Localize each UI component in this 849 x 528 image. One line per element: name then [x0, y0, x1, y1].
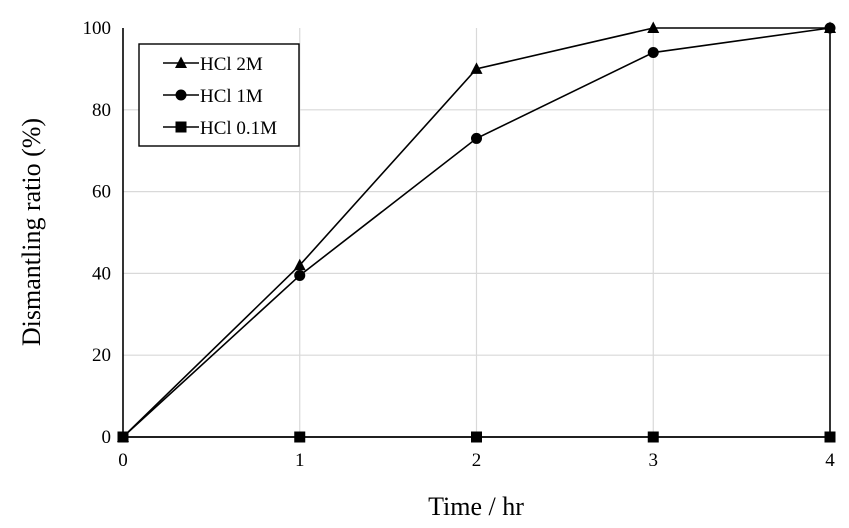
y-tick-label: 0: [102, 427, 112, 448]
data-point-triangle: [293, 258, 306, 271]
legend-item: HCl 1M: [163, 86, 263, 107]
legend-marker-triangle: [175, 56, 187, 68]
data-point-circle: [647, 47, 659, 59]
data-point-triangle: [647, 21, 660, 33]
legend-label: HCl 1M: [200, 86, 263, 107]
x-tick-label: 3: [649, 450, 659, 471]
y-axis-title: Dismantling ratio (%): [17, 118, 46, 346]
axes: [122, 28, 831, 438]
y-tick-label: 60: [92, 182, 111, 203]
legend-item: HCl 0.1M: [163, 118, 277, 139]
legend-label: HCl 0.1M: [200, 118, 277, 139]
x-tick-label: 1: [295, 450, 305, 471]
data-point-triangle: [824, 21, 836, 33]
x-tick-label: 0: [118, 450, 128, 471]
legend-label: HCl 2M: [200, 54, 263, 75]
x-axis-title: Time / hr: [428, 492, 524, 521]
data-point-circle: [294, 269, 306, 281]
plot-area: [117, 21, 836, 443]
data-point-triangle: [470, 62, 483, 74]
x-tick-label: 2: [472, 450, 482, 471]
y-tick-label: 40: [92, 263, 111, 284]
x-tick-label: 4: [825, 450, 835, 471]
tick-labels: 0 20 40 60 80 100 0 1 2 3 4: [83, 18, 836, 471]
legend-item: HCl 2M: [163, 54, 263, 75]
y-tick-label: 80: [92, 100, 111, 121]
y-tick-label: 20: [92, 345, 111, 366]
legend-marker-square: [175, 121, 187, 133]
y-tick-label: 100: [83, 18, 112, 39]
data-point-circle: [471, 132, 482, 144]
legend-marker-circle: [175, 89, 187, 101]
legend: HCl 2M HCl 1M HCl 0.1M: [138, 43, 300, 147]
